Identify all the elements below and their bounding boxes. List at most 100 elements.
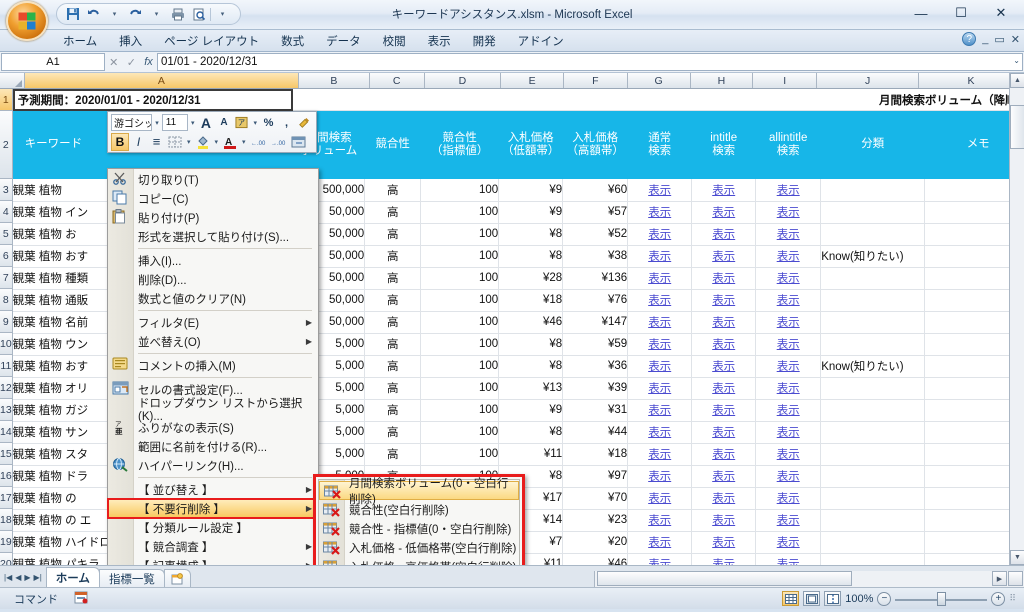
cell-allintitle-search-link[interactable]: 表示 [755, 267, 822, 290]
column-header-J[interactable]: J [817, 73, 920, 88]
cell-category[interactable] [820, 200, 926, 224]
cell-competition-index[interactable]: 100 [420, 289, 500, 312]
row-header-5[interactable]: 5 [0, 223, 13, 245]
redo-dropdown-icon[interactable]: ▾ [154, 11, 159, 18]
cell-allintitle-search-link[interactable]: 表示 [755, 421, 822, 444]
row-header-15[interactable]: 15 [0, 443, 13, 465]
cell-memo[interactable] [924, 487, 1024, 510]
cell-normal-search-link[interactable]: 表示 [627, 553, 693, 565]
cell-allintitle-search-link[interactable]: 表示 [755, 399, 822, 422]
row-header-7[interactable]: 7 [0, 267, 13, 289]
phonetic-dropdown-icon[interactable]: ▾ [253, 119, 257, 127]
workbook-restore-button[interactable]: ▭ [994, 33, 1005, 46]
cell-memo[interactable] [924, 245, 1024, 268]
cell-bid-low[interactable]: ¥9 [498, 179, 564, 202]
office-button[interactable] [6, 1, 48, 41]
cell-intitle-search-link[interactable]: 表示 [691, 465, 757, 488]
cell-category[interactable] [820, 509, 926, 532]
cell-bid-low[interactable]: ¥28 [498, 267, 564, 290]
tab-page-layout[interactable]: ページ レイアウト [164, 36, 260, 48]
cell-allintitle-search-link[interactable]: 表示 [755, 487, 822, 510]
cell-category[interactable] [820, 179, 926, 202]
cell-bid-high[interactable]: ¥60 [562, 179, 629, 202]
cell-bid-high[interactable]: ¥39 [562, 377, 629, 400]
cell-intitle-search-link[interactable]: 表示 [691, 179, 757, 202]
cell-memo[interactable] [924, 531, 1024, 554]
print-icon[interactable] [168, 5, 187, 23]
cell-competition[interactable]: 高 [364, 200, 422, 224]
cell-normal-search-link[interactable]: 表示 [627, 245, 693, 268]
cell-memo[interactable] [924, 200, 1024, 224]
context-menu-item-13[interactable]: 範囲に名前を付ける(R)... [108, 437, 318, 456]
zoom-level[interactable]: 100% [845, 592, 874, 605]
cell-A1[interactable]: 予測期間：2020/01/01 - 2020/12/31 [12, 89, 293, 111]
cell-competition[interactable]: 高 [364, 311, 422, 334]
cell-normal-search-link[interactable]: 表示 [627, 332, 693, 356]
phonetic-guide-icon[interactable]: ア [233, 114, 250, 132]
column-header-F[interactable]: F [563, 73, 628, 88]
cell-category[interactable] [820, 332, 926, 356]
cell-bid-low[interactable]: ¥8 [498, 421, 564, 444]
cell-category[interactable]: Know(知りたい) [820, 355, 926, 378]
cell-bid-low[interactable]: ¥13 [498, 377, 564, 400]
hscroll-right-icon[interactable]: ▶ [992, 571, 1007, 586]
insert-function-icon[interactable]: fx [144, 56, 153, 68]
cell-intitle-search-link[interactable]: 表示 [691, 487, 757, 510]
minimize-button[interactable]: — [914, 5, 928, 21]
cell-memo[interactable] [924, 443, 1024, 466]
context-menu-item-7[interactable]: フィルタ(E) ▶ [108, 313, 318, 332]
cell-bid-low[interactable]: ¥46 [498, 311, 564, 334]
cell-competition-index[interactable]: 100 [420, 377, 500, 400]
cell-normal-search-link[interactable]: 表示 [627, 223, 693, 246]
cell-bid-high[interactable]: ¥70 [562, 487, 629, 510]
zoom-slider[interactable] [895, 591, 988, 606]
cell-normal-search-link[interactable]: 表示 [627, 531, 693, 554]
cell-category[interactable] [820, 487, 926, 510]
cell-bid-high[interactable]: ¥20 [562, 531, 629, 554]
cell-normal-search-link[interactable]: 表示 [627, 421, 693, 444]
row-header-10[interactable]: 10 [0, 333, 13, 355]
cell-competition-index[interactable]: 100 [420, 443, 500, 466]
context-menu-item-5[interactable]: 削除(D)... [108, 270, 318, 289]
scroll-up-icon[interactable]: ▲ [1010, 73, 1024, 88]
cell-bid-low[interactable]: ¥8 [498, 332, 564, 356]
row-header-8[interactable]: 8 [0, 289, 13, 311]
horizontal-scroll-thumb[interactable] [597, 571, 852, 586]
cancel-formula-icon[interactable]: ✕ [109, 56, 119, 69]
cell-normal-search-link[interactable]: 表示 [627, 311, 693, 334]
cell-category[interactable] [820, 267, 926, 290]
tab-formulas[interactable]: 数式 [281, 36, 305, 48]
row-header-20[interactable]: 20 [0, 553, 13, 565]
cell-bid-high[interactable]: ¥76 [562, 289, 629, 312]
cell-intitle-search-link[interactable]: 表示 [691, 355, 757, 378]
italic-button[interactable]: I [136, 134, 141, 149]
cell-memo[interactable] [924, 289, 1024, 312]
font-size-dropdown-icon[interactable]: ▾ [190, 119, 195, 127]
cell-allintitle-search-link[interactable]: 表示 [755, 553, 822, 565]
context-menu-item-18[interactable]: 【 競合調査 】 ▶ [108, 537, 318, 556]
zoom-out-button[interactable]: − [877, 591, 892, 606]
context-menu-item-16[interactable]: 【 不要行削除 】 ▶ [107, 498, 319, 519]
submenu-item-3[interactable]: 入札価格 - 低価格帯(空白行削除) [319, 538, 519, 557]
row-header-3[interactable]: 3 [0, 179, 13, 201]
cell-category[interactable]: Know(知りたい) [820, 245, 926, 268]
cell-normal-search-link[interactable]: 表示 [627, 289, 693, 312]
cell-allintitle-search-link[interactable]: 表示 [755, 200, 822, 224]
cell-category[interactable] [820, 399, 926, 422]
cell-bid-low[interactable]: ¥8 [498, 245, 564, 268]
cell-competition-index[interactable]: 100 [420, 355, 500, 378]
cell-intitle-search-link[interactable]: 表示 [691, 245, 757, 268]
cell-competition[interactable]: 高 [364, 399, 422, 422]
cell-memo[interactable] [924, 509, 1024, 532]
tab-developer[interactable]: 開発 [472, 36, 496, 48]
cell-normal-search-link[interactable]: 表示 [627, 443, 693, 466]
center-align-button[interactable]: ≡ [152, 134, 161, 149]
row-header-14[interactable]: 14 [0, 421, 13, 443]
context-menu-item-14[interactable]: ハイパーリンク(H)... [108, 456, 318, 475]
format-painter-icon[interactable] [296, 114, 313, 132]
cell-bid-high[interactable]: ¥36 [562, 355, 629, 378]
increase-decimal-icon[interactable]: ←.00 [249, 133, 268, 151]
cell-competition-index[interactable]: 100 [420, 179, 500, 202]
tab-view[interactable]: 表示 [427, 36, 451, 48]
context-menu-item-8[interactable]: 並べ替え(O) ▶ [108, 332, 318, 351]
